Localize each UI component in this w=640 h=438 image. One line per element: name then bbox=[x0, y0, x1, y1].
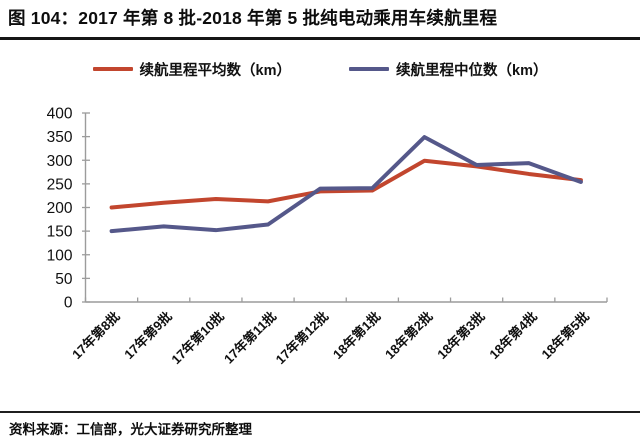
svg-text:100: 100 bbox=[47, 247, 73, 264]
svg-text:350: 350 bbox=[47, 129, 73, 146]
svg-text:17年第10批: 17年第10批 bbox=[168, 309, 227, 368]
line-chart: 05010015020025030035040017年第8批17年第9批17年第… bbox=[47, 106, 608, 368]
svg-text:17年第9批: 17年第9批 bbox=[121, 309, 175, 363]
svg-text:18年第3批: 18年第3批 bbox=[434, 309, 488, 363]
legend-line-swatch-median bbox=[349, 67, 389, 71]
svg-text:150: 150 bbox=[47, 224, 73, 241]
svg-text:18年第4批: 18年第4批 bbox=[486, 309, 540, 363]
source-note: 资料来源：工信部，光大证券研究所整理 bbox=[0, 411, 640, 438]
svg-text:0: 0 bbox=[64, 295, 73, 312]
svg-text:17年第11批: 17年第11批 bbox=[221, 309, 279, 367]
legend-item-average: 续航里程平均数（km） bbox=[92, 59, 291, 80]
legend-item-median: 续航里程中位数（km） bbox=[349, 59, 547, 80]
svg-text:250: 250 bbox=[47, 176, 73, 193]
chart-area: 0 50 100 150 200 250 300 350 400 17年第8批 17年第9批 17年第… bbox=[0, 79, 640, 405]
svg-text:17年第12批: 17年第12批 bbox=[273, 309, 332, 368]
svg-text:50: 50 bbox=[55, 271, 73, 288]
svg-text:200: 200 bbox=[47, 200, 73, 217]
svg-text:18年第1批: 18年第1批 bbox=[330, 309, 384, 363]
legend-label-median: 续航里程中位数（km） bbox=[396, 62, 548, 79]
svg-text:17年第8批: 17年第8批 bbox=[69, 309, 123, 363]
svg-text:18年第2批: 18年第2批 bbox=[382, 309, 436, 363]
svg-text:300: 300 bbox=[47, 153, 73, 170]
svg-text:400: 400 bbox=[47, 106, 73, 123]
legend-label-average: 续航里程平均数（km） bbox=[139, 62, 291, 79]
figure-title: 图 104：2017 年第 8 批-2018 年第 5 批纯电动乘用车续航里程 bbox=[0, 0, 640, 40]
legend-line-swatch-average bbox=[92, 67, 133, 71]
svg-text:18年第5批: 18年第5批 bbox=[539, 309, 593, 363]
chart-legend: 续航里程平均数（km） 续航里程中位数（km） bbox=[0, 59, 640, 80]
